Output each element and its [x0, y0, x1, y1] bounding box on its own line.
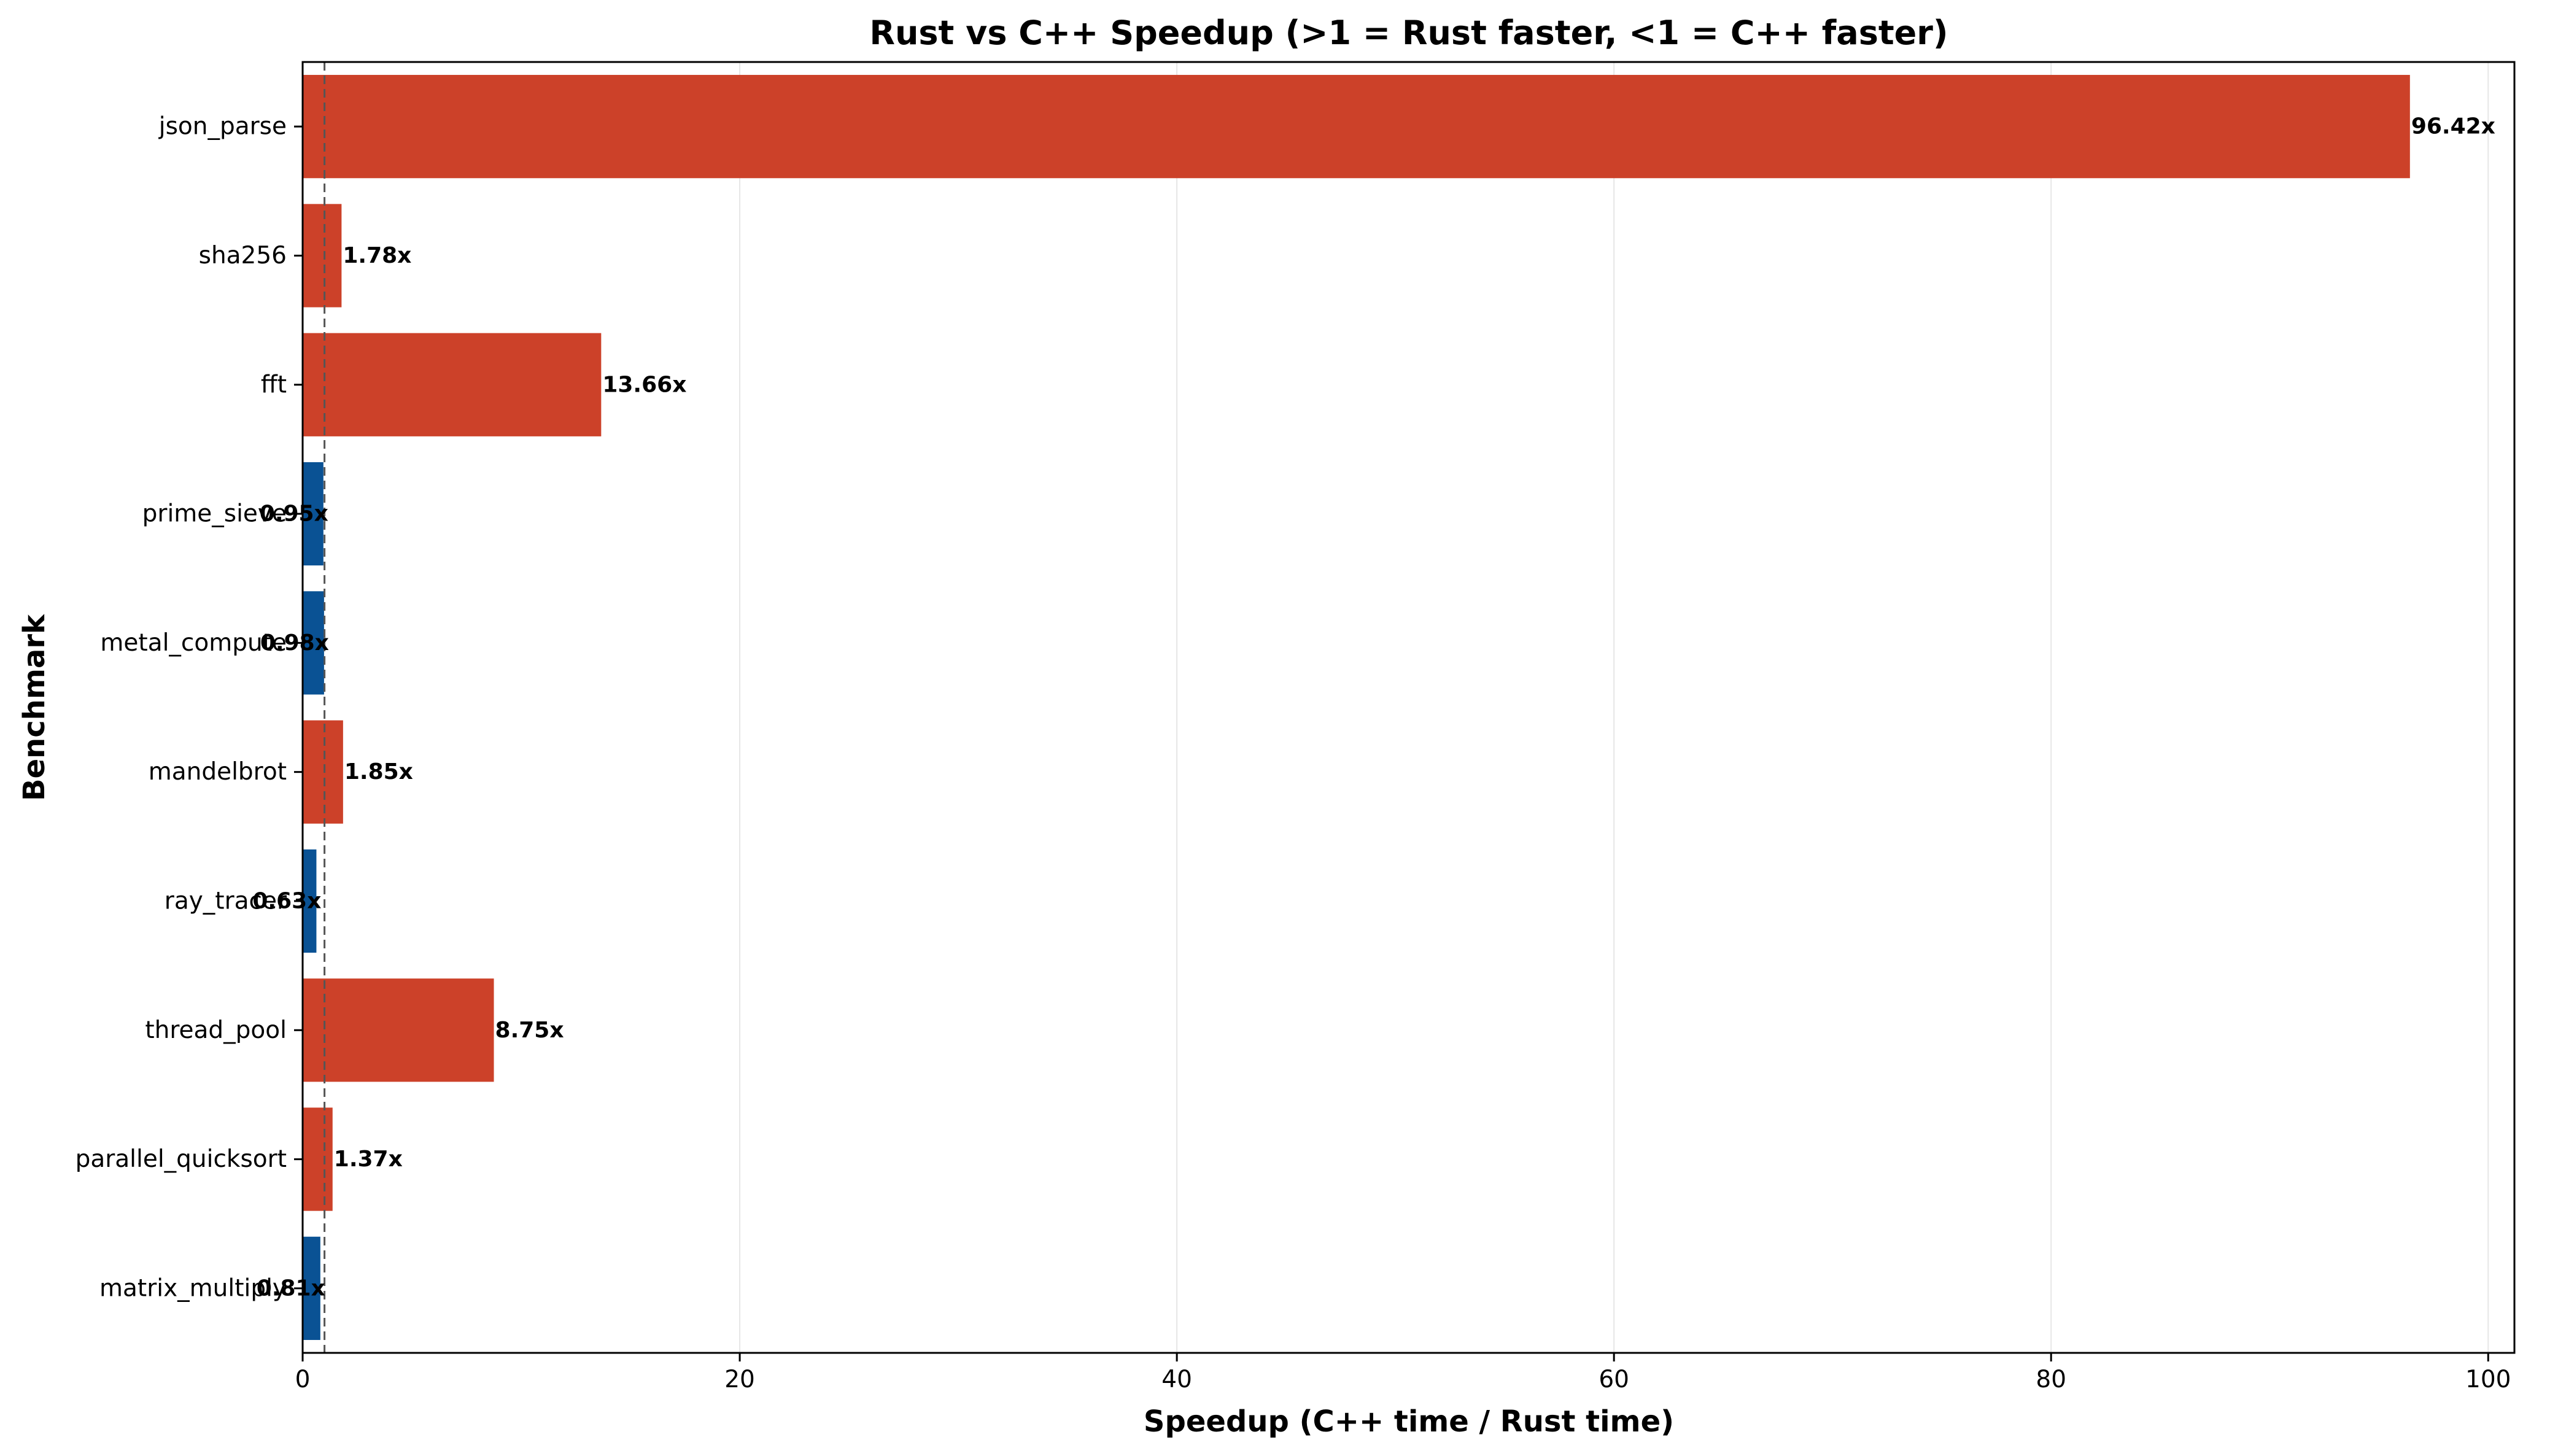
- y-tick-label: parallel_quicksort: [76, 1145, 287, 1173]
- bar-metal-compute: [303, 591, 324, 695]
- bar-matrix-multiply: [303, 1236, 320, 1340]
- x-tick-label: 20: [724, 1366, 755, 1393]
- y-tick-label: ray_tracer: [165, 887, 287, 915]
- y-tick-label: matrix_multiply: [99, 1274, 287, 1302]
- bar-mandelbrot: [303, 720, 343, 824]
- data-label-layer: 96.42x 1.78x 13.66x 0.95x 0.98x 1.85x 0.63x 8.7…: [252, 114, 2495, 1301]
- y-tick-label: fft: [261, 371, 287, 398]
- data-label: 1.78x: [343, 243, 411, 268]
- x-tick-label: 40: [1161, 1366, 1192, 1393]
- data-label: 0.95x: [260, 501, 328, 527]
- y-tick-label: thread_pool: [145, 1016, 287, 1044]
- plot-frame: [301, 61, 2516, 1354]
- x-tick-label: 80: [2036, 1366, 2066, 1393]
- bar-sha256: [303, 204, 342, 308]
- data-label: 0.98x: [260, 630, 329, 656]
- data-label: 96.42x: [2411, 114, 2495, 139]
- x-tick-label: 60: [1599, 1366, 1629, 1393]
- data-label: 1.37x: [334, 1147, 403, 1172]
- chart-title: Rust vs C++ Speedup (>1 = Rust faster, <…: [869, 14, 1948, 52]
- x-tick-label: 100: [2465, 1366, 2511, 1393]
- tick-layer: 0 20 40 60 80 100 json_parse sha256 fft prime_sie…: [76, 113, 2511, 1393]
- y-tick-label: json_parse: [158, 113, 287, 141]
- bar-layer: [303, 75, 2410, 1340]
- bar-parallel-quicksort: [303, 1107, 333, 1211]
- y-axis-label: Benchmark: [17, 614, 52, 801]
- x-tick-label: 0: [295, 1366, 311, 1393]
- bar-ray-tracer: [303, 849, 317, 953]
- y-tick-label: metal_compute: [100, 629, 287, 657]
- data-label: 0.81x: [257, 1276, 325, 1301]
- y-tick-label: prime_sieve: [142, 500, 287, 528]
- y-tick-label: mandelbrot: [149, 758, 287, 786]
- data-label: 8.75x: [495, 1018, 564, 1043]
- y-tick-label: sha256: [199, 242, 287, 269]
- data-label: 13.66x: [602, 372, 686, 397]
- bar-json-parse: [303, 75, 2410, 179]
- x-axis-label: Speedup (C++ time / Rust time): [1144, 1404, 1674, 1439]
- data-label: 1.85x: [344, 759, 413, 784]
- bar-thread-pool: [303, 978, 494, 1082]
- bar-prime-sieve: [303, 462, 324, 566]
- data-label: 0.63x: [252, 888, 321, 913]
- bar-fft: [303, 333, 602, 436]
